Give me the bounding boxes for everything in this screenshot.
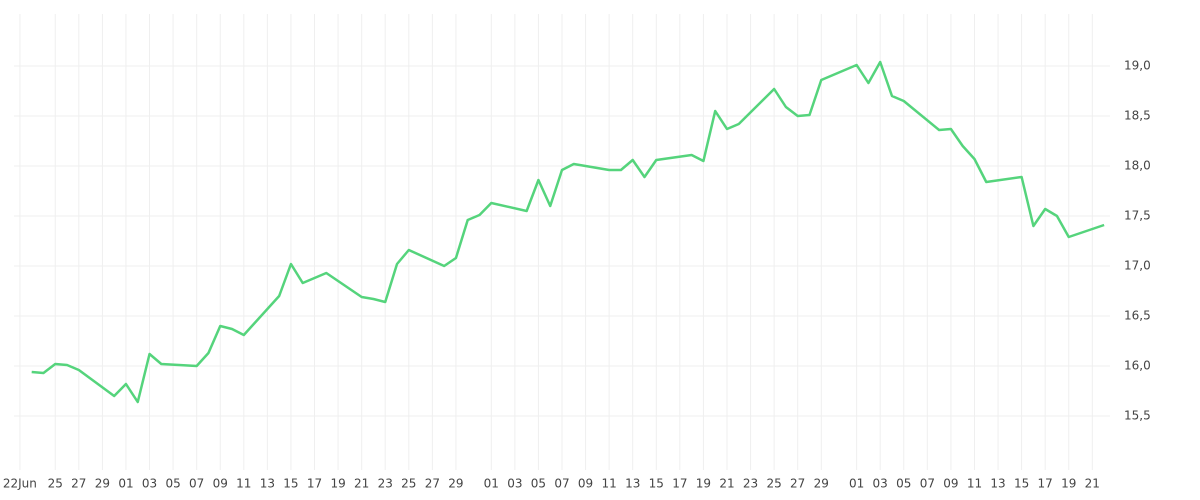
y-tick-label: 17,0 (1124, 259, 1151, 273)
x-tick-label: 01 (849, 477, 864, 491)
y-tick-label: 15,5 (1124, 409, 1151, 423)
x-tick-label: 07 (920, 477, 935, 491)
x-tick-label: 13 (990, 477, 1005, 491)
x-tick-label: 07 (189, 477, 204, 491)
x-tick-label: 11 (967, 477, 982, 491)
line (31, 60, 1105, 404)
x-tick-label: 09 (213, 477, 228, 491)
x-tick-label: 17 (1038, 477, 1053, 491)
y-tick-label: 18,5 (1124, 109, 1151, 123)
x-tick-label: 13 (260, 477, 275, 491)
x-tick-label: 21 (354, 477, 369, 491)
x-tick-label: 23 (378, 477, 393, 491)
x-tick-label: 13 (625, 477, 640, 491)
x-tick-label: 27 (790, 477, 805, 491)
x-tick-label: 03 (873, 477, 888, 491)
x-tick-label: 11 (236, 477, 251, 491)
y-tick-label: 17,5 (1124, 209, 1151, 223)
x-tick-label: 03 (507, 477, 522, 491)
x-tick-label: 15 (1014, 477, 1029, 491)
x-tick-label: 01 (484, 477, 499, 491)
x-tick-label: 07 (554, 477, 569, 491)
x-tick-label: 27 (425, 477, 440, 491)
x-tick-label: 29 (95, 477, 110, 491)
y-tick-label: 18,0 (1124, 159, 1151, 173)
y-tick-label: 16,5 (1124, 309, 1151, 323)
x-tick-label: 25 (48, 477, 63, 491)
x-tick-label: 19 (696, 477, 711, 491)
x-tick-label: 25 (766, 477, 781, 491)
y-tick-label: 16,0 (1124, 359, 1151, 373)
x-tick-label: 05 (165, 477, 180, 491)
x-tick-label: 05 (531, 477, 546, 491)
x-tick-label: 23 (743, 477, 758, 491)
x-tick-label: 21 (719, 477, 734, 491)
x-tick-label: 22Jun (3, 477, 37, 491)
x-tick-label: 29 (448, 477, 463, 491)
x-tick-label: 29 (814, 477, 829, 491)
x-tick-label: 15 (649, 477, 664, 491)
x-tick-label: 17 (307, 477, 322, 491)
y-tick-label: 19,0 (1124, 59, 1151, 73)
x-tick-label: 25 (401, 477, 416, 491)
x-tick-label: 21 (1085, 477, 1100, 491)
x-tick-label: 19 (330, 477, 345, 491)
x-tick-label: 09 (943, 477, 958, 491)
x-tick-label: 05 (896, 477, 911, 491)
x-tick-label: 19 (1061, 477, 1076, 491)
x-tick-label: 11 (601, 477, 616, 491)
x-tick-label: 15 (283, 477, 298, 491)
x-tick-label: 17 (672, 477, 687, 491)
x-tick-label: 09 (578, 477, 593, 491)
x-tick-label: 01 (118, 477, 133, 491)
x-tick-label: 27 (71, 477, 86, 491)
x-tick-label: 03 (142, 477, 157, 491)
